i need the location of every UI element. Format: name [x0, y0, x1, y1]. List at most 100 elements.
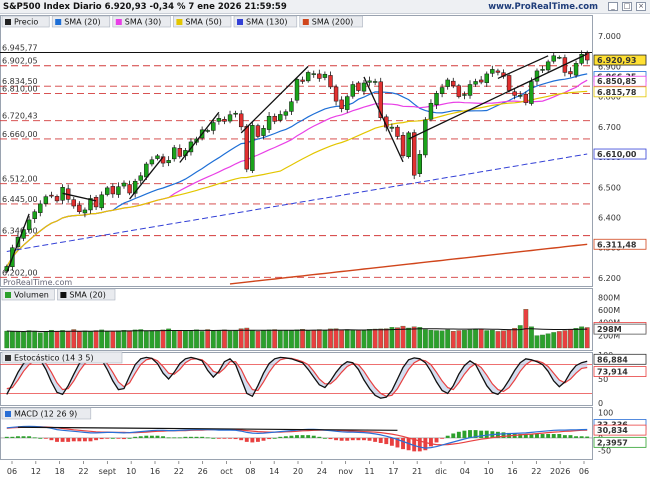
- price-legend-item-4: SMA (130): [233, 15, 298, 28]
- candle-body-46: [261, 128, 266, 136]
- volume-bar-13: [76, 331, 82, 349]
- price-legend-label-5: SMA (200): [312, 18, 354, 27]
- macd-hist-bar-101: [568, 435, 573, 438]
- macd-hist-bar-52: [295, 435, 299, 438]
- price-legend-swatch-1: [55, 19, 62, 25]
- macd-hist-bar-47: [267, 437, 272, 440]
- volume-bar-76: [428, 329, 434, 349]
- macd-hist-bar-84: [473, 430, 478, 438]
- macd-hist-bar-57: [322, 437, 327, 439]
- volume-bar-43: [244, 327, 250, 349]
- macd-hist-bar-55: [311, 435, 316, 438]
- stochastic-legend-item-0: Estocástico (14 3 5): [1, 351, 123, 364]
- candle-body-44: [250, 125, 255, 171]
- price-badge-3: 6.815,78: [593, 86, 647, 98]
- candle-92: [518, 91, 523, 99]
- candle-body-41: [233, 112, 238, 115]
- volume-bar-58: [328, 328, 333, 349]
- candle-74: [417, 150, 422, 177]
- candle-104: [585, 50, 590, 65]
- macd-hist-bar-103: [579, 436, 584, 438]
- macd-legend-label-0: MACD (12 26 9): [14, 410, 77, 419]
- candle-body-38: [216, 118, 222, 122]
- candle-body-55: [311, 73, 316, 75]
- macd-hist-bar-40: [228, 437, 232, 439]
- price-legend-label-0: Precio: [14, 18, 38, 27]
- candle-75: [423, 117, 428, 158]
- x-tick-label-12: 20: [293, 467, 303, 476]
- x-axis: 06 12 18 22 sept 10 16 22 26 oct 08 14 20 24 nov 11 17 21…: [0, 461, 650, 483]
- volume-bar-55: [311, 329, 317, 349]
- candle-body-72: [406, 132, 411, 157]
- volume-bar-16: [93, 330, 99, 349]
- candle-body-40: [227, 114, 233, 122]
- volume-bar-101: [568, 329, 573, 349]
- volume-bar-0: [4, 330, 10, 349]
- volume-bar-49: [277, 330, 283, 349]
- macd-hist-bar-38: [216, 437, 221, 439]
- macd-hist-bar-43: [244, 437, 249, 442]
- trend-line-5: [408, 53, 588, 140]
- x-tick-label-17: 21: [412, 467, 422, 476]
- candle-body-36: [205, 130, 210, 132]
- panel-frame-price: [0, 15, 593, 287]
- candle-64: [361, 79, 367, 96]
- candle-body-93: [523, 93, 529, 103]
- macd-hist-bar-14: [82, 437, 87, 442]
- x-tick-label-18: dic: [435, 467, 447, 476]
- macd-hist-bar-63: [356, 437, 361, 441]
- macd-hist-bar-76: [428, 437, 433, 447]
- candle-body-63: [356, 82, 361, 91]
- brand-link[interactable]: www.ProRealTime.com: [488, 2, 598, 12]
- price-legend-box-0: [1, 15, 50, 28]
- volume-bar-67: [378, 328, 384, 349]
- macd-hist-bar-6: [38, 437, 43, 439]
- macd-hist-bar-20: [116, 437, 121, 439]
- volume-bar-80: [450, 331, 456, 349]
- price-ytick-0: 7.000: [598, 32, 621, 41]
- price-badge-4-label: 6.610,00: [597, 150, 637, 159]
- macd-hist-bar-71: [401, 437, 405, 450]
- x-tick-label-23: 2026: [550, 467, 570, 476]
- volume-bar-37: [210, 330, 216, 349]
- price-legend-swatch-0: [5, 19, 11, 25]
- candle-53: [300, 76, 305, 84]
- candle-7: [43, 194, 49, 207]
- volume-bar-9: [54, 331, 60, 349]
- candle-body-6: [38, 203, 43, 213]
- macd-badge-1: 30,834: [593, 424, 647, 436]
- macd-hist-bar-77: [434, 437, 439, 443]
- candle-body-67: [378, 81, 383, 119]
- volume-bar-85: [478, 329, 484, 349]
- macd-hist-bar-102: [574, 436, 579, 438]
- candle-38: [216, 114, 222, 125]
- close-icon[interactable]: ×: [636, 2, 646, 11]
- macd-hist-bar-79: [445, 435, 450, 438]
- volume-bar-32: [182, 330, 188, 349]
- volume-bar-60: [339, 329, 345, 349]
- x-tick-label-21: 16: [507, 467, 517, 476]
- level-label-6: 6.512,00: [2, 175, 38, 184]
- candle-body-42: [238, 113, 244, 128]
- volume-bar-1: [9, 331, 15, 349]
- candle-body-45: [255, 125, 261, 137]
- x-tick-label-2: 18: [55, 467, 65, 476]
- volume-bar-35: [199, 331, 205, 349]
- macd-hist-bar-2: [15, 436, 20, 438]
- macd-hist-bar-56: [317, 436, 322, 438]
- candle-37: [211, 119, 216, 135]
- minimize-icon[interactable]: _: [608, 2, 618, 11]
- macd-hist-bar-82: [462, 430, 467, 438]
- macd-hist-bar-24: [138, 436, 143, 438]
- trend-line-6: [363, 76, 404, 163]
- volume-bar-20: [116, 330, 121, 349]
- x-tick-label-10: 08: [245, 467, 255, 476]
- candle-48: [272, 113, 277, 125]
- macd-hist-bar-64: [362, 437, 366, 441]
- macd-hist-bar-32: [183, 436, 188, 438]
- stochastic-legend-label-0: Estocástico (14 3 5): [14, 354, 94, 363]
- maximize-icon[interactable]: □: [622, 2, 632, 11]
- volume-bar-74: [417, 327, 423, 349]
- candle-72: [406, 131, 411, 159]
